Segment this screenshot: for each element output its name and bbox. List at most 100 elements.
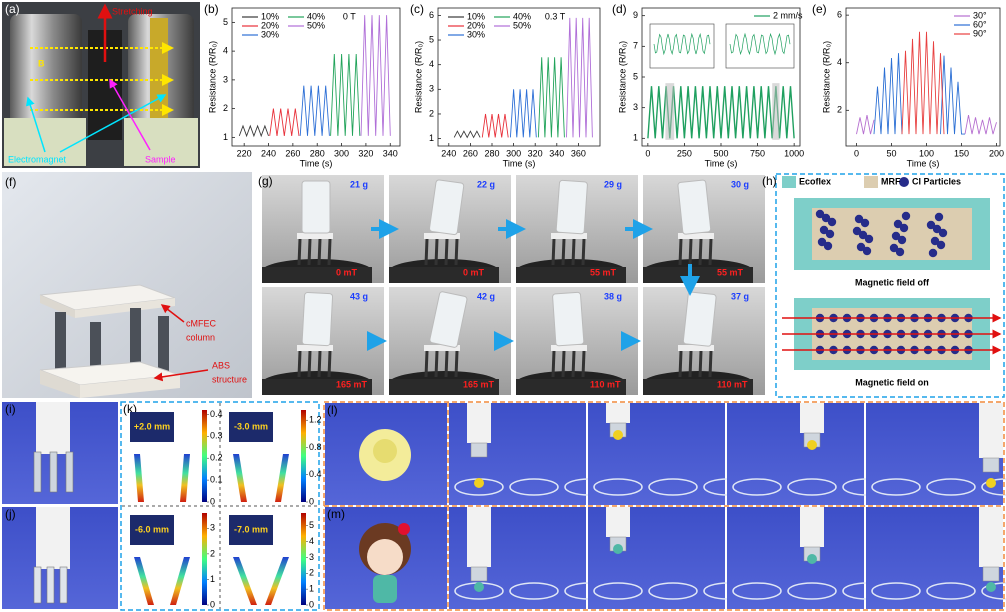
annotation: column bbox=[186, 332, 215, 342]
leg bbox=[436, 351, 437, 377]
leg bbox=[456, 351, 457, 377]
field-label: 110 mT bbox=[717, 379, 748, 389]
gripper bbox=[800, 507, 824, 547]
vial bbox=[683, 292, 716, 347]
x-tick-label: 280 bbox=[310, 148, 325, 158]
gripper bbox=[467, 507, 491, 567]
panel-label: (i) bbox=[5, 402, 16, 416]
vial bbox=[678, 180, 711, 235]
panel-label: (h) bbox=[762, 174, 777, 188]
colorbar bbox=[202, 410, 207, 502]
fingers bbox=[471, 443, 487, 457]
x-tick-label: 240 bbox=[441, 148, 456, 158]
colorbar-label: 0.3 bbox=[210, 431, 223, 441]
particle bbox=[939, 229, 947, 237]
legend-label: 2 mm/s bbox=[773, 10, 803, 20]
caption: Magnetic field off bbox=[855, 277, 930, 287]
displacement: -7.0 mm bbox=[234, 524, 268, 534]
vial bbox=[552, 292, 584, 346]
x-tick-label: 0 bbox=[854, 148, 859, 158]
panel-label: (g) bbox=[258, 174, 273, 188]
column bbox=[130, 308, 141, 370]
colorbar-label: 0.4 bbox=[309, 469, 322, 479]
leg bbox=[446, 351, 447, 377]
colorbar-label: 3 bbox=[210, 523, 215, 533]
leg bbox=[563, 351, 564, 377]
mass-label: 21 g bbox=[350, 179, 368, 189]
particle bbox=[865, 235, 873, 243]
leg bbox=[690, 239, 691, 265]
leg bbox=[299, 351, 300, 377]
y-tick-label: 6 bbox=[837, 10, 842, 20]
particle bbox=[898, 236, 906, 244]
field-label: 0 mT bbox=[336, 267, 358, 277]
y-tick-label: 6 bbox=[429, 10, 434, 20]
leg bbox=[700, 239, 701, 265]
coil bbox=[150, 18, 168, 130]
y-axis-title: Resistance (R/R₀) bbox=[207, 41, 217, 113]
leg bbox=[309, 239, 310, 265]
gripper bbox=[36, 402, 70, 454]
mass-label: 30 g bbox=[731, 179, 749, 189]
leg bbox=[710, 239, 711, 265]
displacement: +2.0 mm bbox=[134, 421, 170, 431]
panel-label: (a) bbox=[5, 2, 20, 16]
x-tick-label: 300 bbox=[506, 148, 521, 158]
mass-label: 37 g bbox=[731, 291, 749, 301]
y-tick-label: 4 bbox=[837, 57, 842, 67]
object bbox=[807, 440, 817, 450]
fingers bbox=[983, 567, 999, 581]
leg bbox=[680, 351, 681, 377]
colorbar-label: 0.1 bbox=[210, 474, 223, 484]
x-tick-label: 320 bbox=[528, 148, 543, 158]
annotation: Electromagnet bbox=[8, 154, 67, 164]
vial bbox=[302, 292, 333, 345]
gripper bbox=[606, 403, 630, 423]
legend-label: 30% bbox=[261, 29, 279, 39]
finger bbox=[50, 452, 57, 492]
leg bbox=[299, 239, 300, 265]
y-tick-label: 5 bbox=[429, 34, 434, 44]
finger bbox=[34, 567, 41, 603]
colorbar-label: 0.2 bbox=[210, 453, 223, 463]
panel-label: (m) bbox=[327, 507, 345, 521]
doll-face bbox=[367, 539, 403, 575]
annotation: cMFEC bbox=[186, 318, 216, 328]
x-axis-title: Time (s) bbox=[907, 158, 940, 168]
particle bbox=[900, 224, 908, 232]
y-tick-label: 3 bbox=[633, 102, 638, 112]
x-tick-label: 250 bbox=[677, 148, 692, 158]
leg bbox=[573, 239, 574, 265]
leg bbox=[446, 239, 447, 265]
y-tick-label: 2 bbox=[223, 103, 228, 113]
colorbar-label: 0 bbox=[309, 599, 314, 609]
highlight bbox=[772, 83, 779, 140]
particle bbox=[929, 249, 937, 257]
particle bbox=[824, 242, 832, 250]
legend-label: 90° bbox=[973, 28, 987, 38]
displacement: -6.0 mm bbox=[135, 524, 169, 534]
leg bbox=[319, 351, 320, 377]
x-tick-label: 100 bbox=[919, 148, 934, 158]
leg bbox=[563, 239, 564, 265]
column bbox=[55, 312, 66, 374]
leg bbox=[573, 351, 574, 377]
y-tick-label: 1 bbox=[633, 133, 638, 143]
x-tick-label: 1000 bbox=[784, 148, 804, 158]
y-tick-label: 3 bbox=[223, 74, 228, 84]
y-tick-label: 2 bbox=[837, 105, 842, 115]
leg bbox=[553, 239, 554, 265]
mass-label: 42 g bbox=[477, 291, 495, 301]
figure: (b)22024026028030032034012345Time (s)Res… bbox=[0, 0, 1006, 612]
legend-label: CI Particles bbox=[912, 176, 961, 186]
leg bbox=[436, 239, 437, 265]
vial bbox=[556, 180, 588, 234]
x-tick-label: 360 bbox=[571, 148, 586, 158]
x-tick-label: 300 bbox=[334, 148, 349, 158]
leg bbox=[583, 239, 584, 265]
leg bbox=[319, 239, 320, 265]
annotation: ABS bbox=[212, 360, 230, 370]
x-tick-label: 340 bbox=[383, 148, 398, 158]
y-axis-title: Resistance (R/R₀) bbox=[617, 41, 627, 113]
fingers bbox=[471, 567, 487, 581]
